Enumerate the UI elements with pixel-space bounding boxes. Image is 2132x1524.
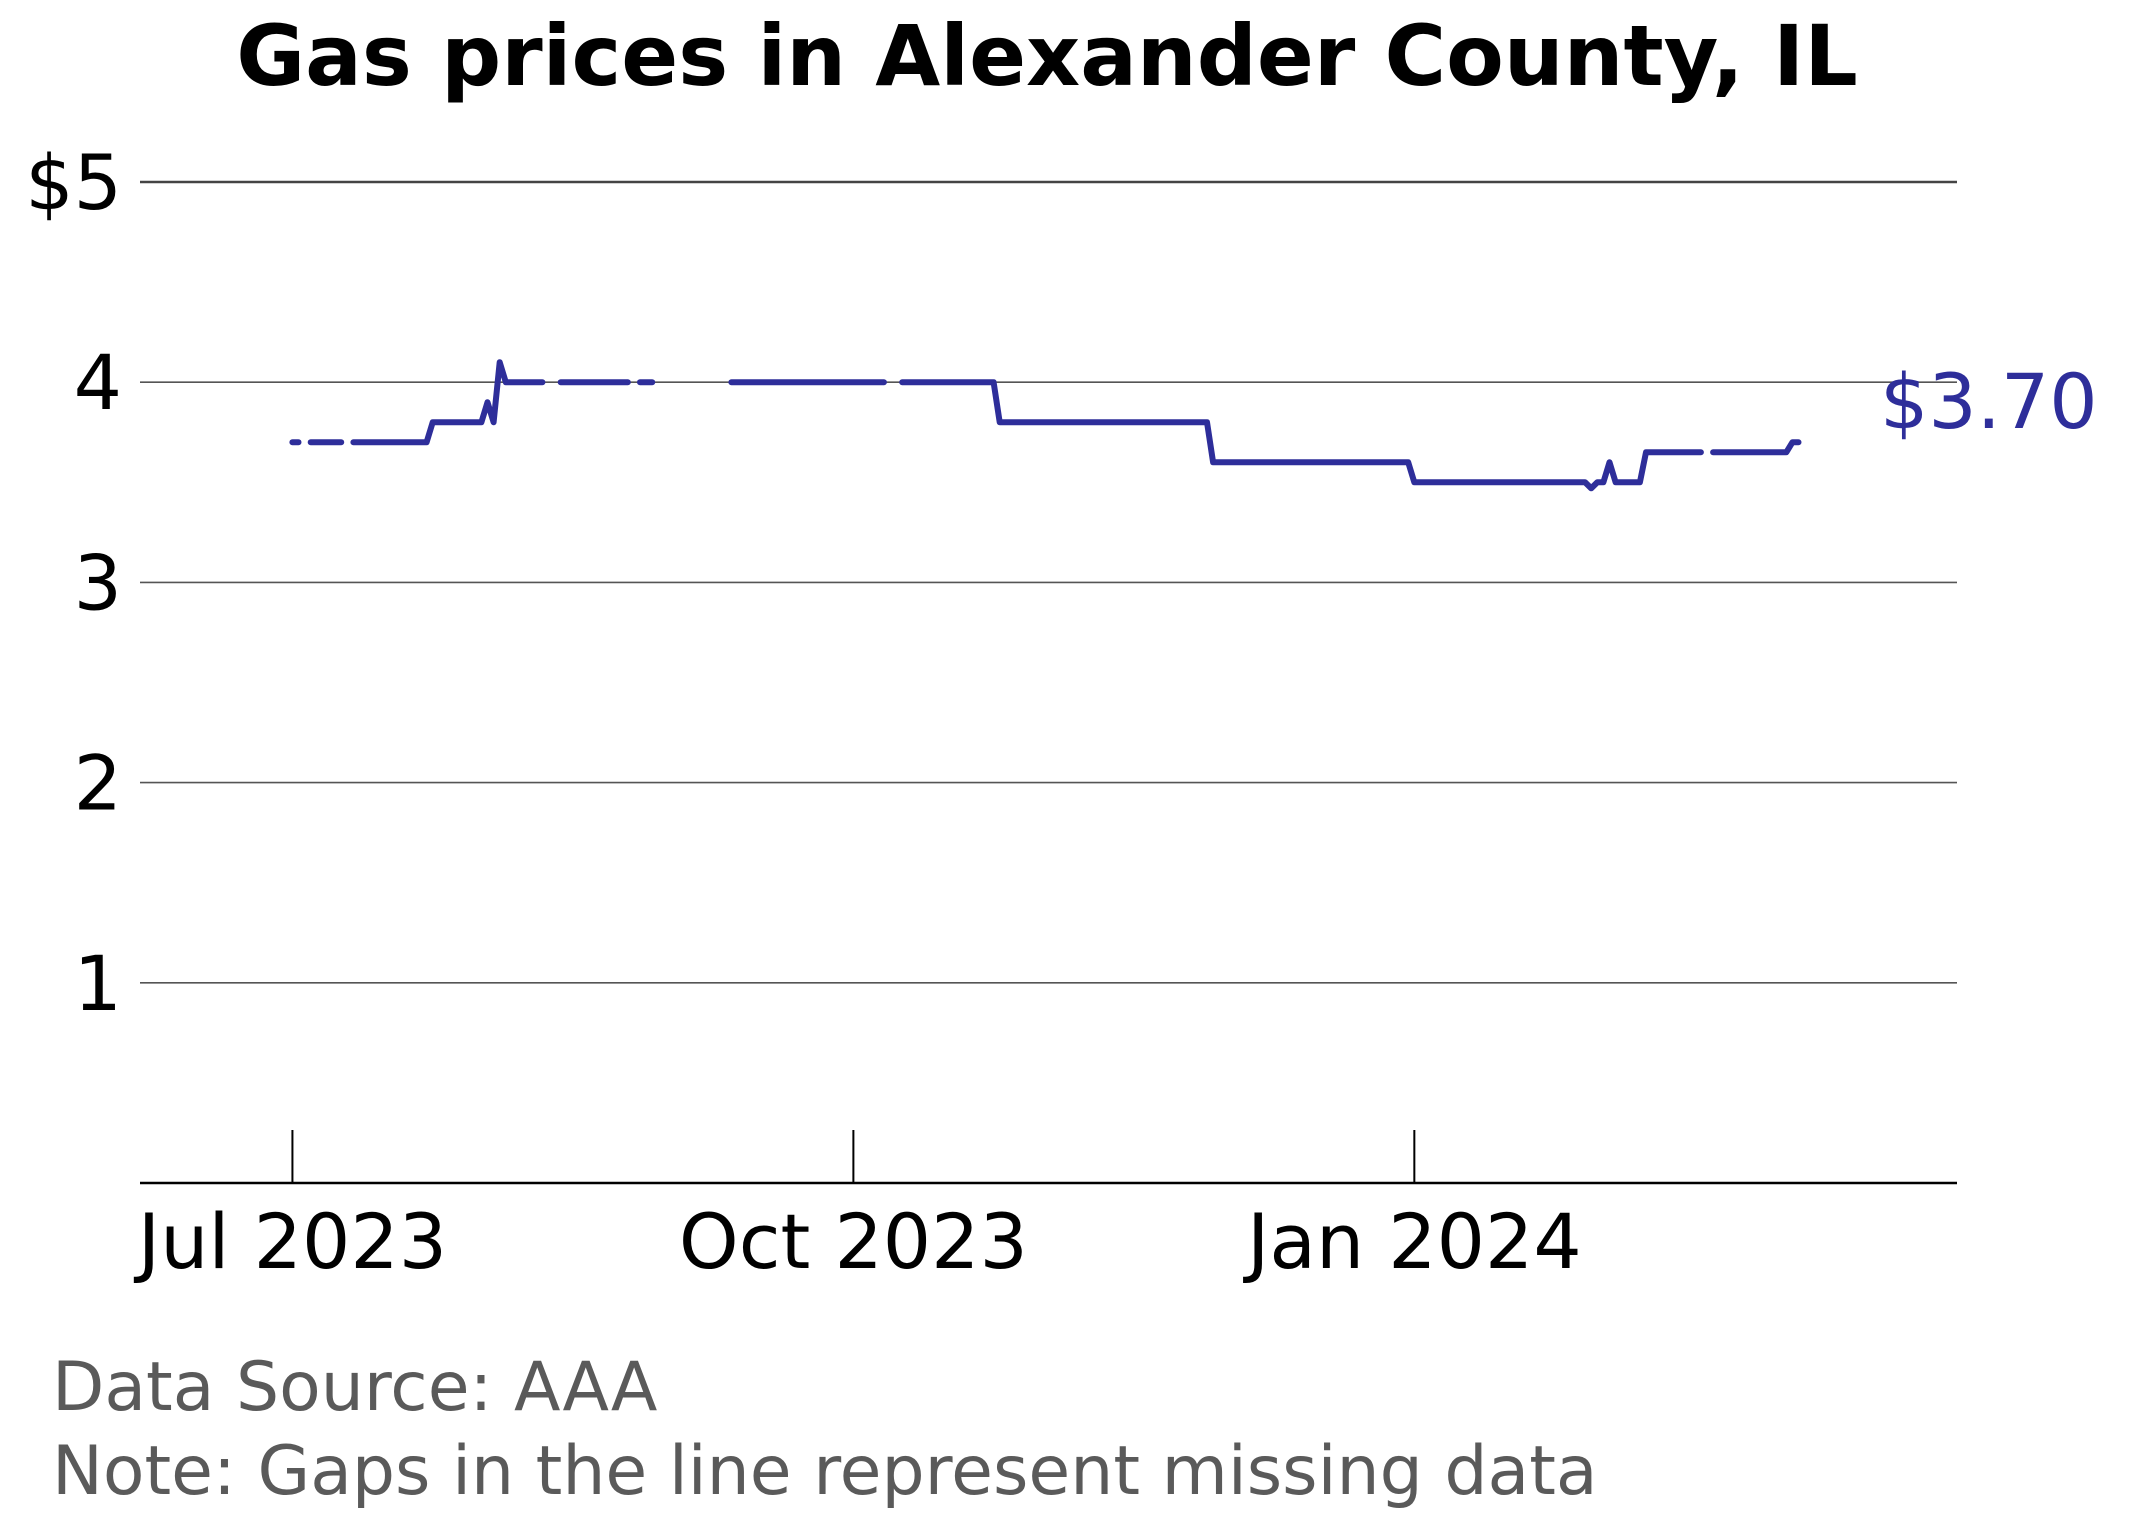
- x-tick-label: Jan 2024: [1243, 1197, 1582, 1286]
- chart-title: Gas prices in Alexander County, IL: [236, 7, 1858, 105]
- gridlines: [140, 180, 1957, 984]
- y-tick-label: $5: [25, 138, 122, 227]
- y-tick-label: 1: [74, 939, 122, 1028]
- y-tick-label: 2: [74, 739, 122, 828]
- x-axis-ticks: Jul 2023 Oct 2023 Jan 2024: [134, 1130, 1582, 1286]
- series-line-segment: [899, 379, 1704, 492]
- series-line-segment: [350, 359, 546, 446]
- y-tick-label: 3: [74, 538, 122, 627]
- series-line-segment: [1710, 439, 1802, 456]
- last-value-label: $3.70: [1880, 357, 2098, 446]
- y-axis-ticks: $5 4 3 2 1: [25, 138, 122, 1028]
- price-series: [289, 359, 1802, 492]
- x-tick-label: Jul 2023: [134, 1197, 447, 1286]
- x-tick-label: Oct 2023: [679, 1197, 1028, 1286]
- data-source-note: Data Source: AAA: [52, 1348, 657, 1427]
- y-tick-label: 4: [74, 338, 122, 427]
- missing-data-note: Note: Gaps in the line represent missing…: [52, 1432, 1598, 1511]
